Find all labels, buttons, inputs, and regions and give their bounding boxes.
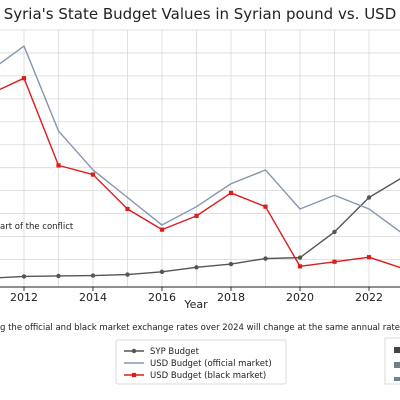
legend-marker [131, 348, 137, 354]
legend-items: SYP Budget USD Budget (official market) US… [124, 347, 272, 381]
conflict-annotation: art of the conflict [0, 222, 74, 232]
data-point [332, 259, 337, 264]
x-axis-label: Year [183, 298, 208, 311]
data-point [297, 255, 303, 260]
data-point [194, 213, 199, 218]
data-point [125, 206, 130, 212]
legend-label: USD Budget (official market) [150, 359, 272, 369]
x-tick-label: 2018 [217, 291, 245, 304]
data-point [21, 76, 27, 81]
series-2 [0, 45, 400, 233]
data-point [159, 269, 165, 275]
data-point [228, 190, 234, 196]
data-point [228, 261, 234, 267]
series-line [0, 77, 400, 269]
secondary-legend-fragment [384, 337, 400, 385]
secondary-legend-swatch-3 [394, 377, 400, 381]
data-point [90, 172, 96, 177]
grid [0, 29, 400, 287]
chart-title: Syria's State Budget Values in Syrian po… [4, 5, 397, 23]
series [0, 45, 400, 279]
legend-entry: USD Budget (black market) [124, 371, 266, 381]
x-tick-label: 2012 [10, 291, 38, 304]
data-point [56, 273, 61, 279]
secondary-legend-swatch-2 [394, 362, 400, 368]
series-line [0, 45, 400, 233]
series-1 [0, 178, 400, 279]
series-3 [0, 76, 400, 269]
legend-marker [131, 372, 137, 378]
data-point [366, 195, 372, 200]
secondary-legend-swatch-1 [394, 347, 400, 353]
legend-label: USD Budget (black market) [150, 371, 266, 381]
legend-frame [115, 339, 287, 385]
data-point [194, 265, 199, 270]
footnote: g the official and black market exchange… [0, 323, 400, 333]
data-point [366, 255, 372, 260]
data-point [297, 264, 303, 269]
legend-entry: USD Budget (official market) [124, 359, 272, 369]
data-point [56, 163, 61, 168]
legend-label: SYP Budget [150, 347, 200, 357]
x-tick-label: 2022 [355, 291, 383, 304]
data-point [90, 273, 96, 278]
data-point [125, 272, 130, 277]
legend: SYP Budget USD Budget (official market) US… [115, 339, 287, 385]
data-point [332, 229, 337, 235]
x-tick-label: 2020 [286, 291, 314, 304]
data-point [263, 204, 268, 209]
x-tick-label: 2016 [148, 291, 176, 304]
data-point [263, 256, 268, 261]
data-point [21, 274, 27, 279]
x-tick-label: 2014 [79, 291, 107, 304]
data-point [159, 227, 165, 232]
x-tick-labels: 2012 2014 2016 2018 2020 2022 [10, 287, 383, 304]
legend-entry: SYP Budget [124, 347, 200, 357]
